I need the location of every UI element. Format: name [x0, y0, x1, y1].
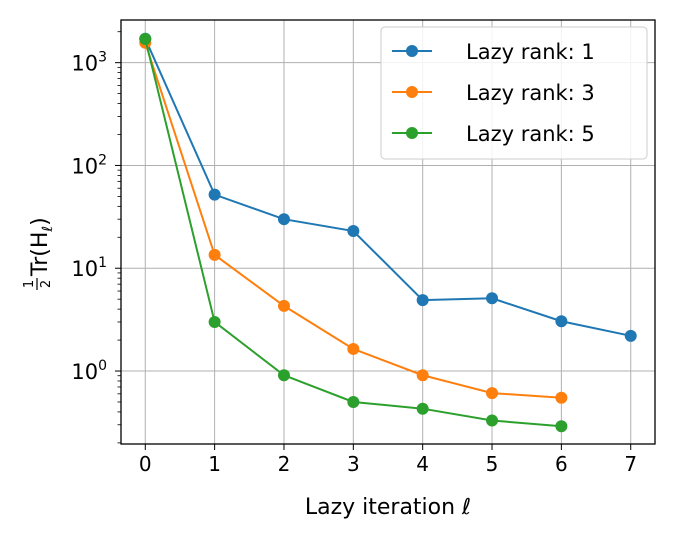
legend-label: Lazy rank: 1 [466, 40, 595, 64]
data-point [277, 299, 290, 312]
legend-marker [406, 127, 418, 139]
y-tick-label: 100 [71, 358, 107, 384]
y-axis-label: 1 2 Tr(Hℓ) [22, 217, 56, 290]
x-tick-label: 7 [624, 452, 637, 476]
y-label-fraction-num: 1 [22, 280, 37, 288]
series-line [144, 38, 631, 337]
y-tick-label: 102 [71, 152, 107, 178]
data-point [208, 315, 221, 328]
data-point [555, 391, 568, 404]
y-tick-label: 103 [71, 50, 107, 76]
data-point [416, 402, 429, 415]
x-tick-label: 5 [486, 452, 499, 476]
data-point [624, 329, 637, 342]
series-2 [139, 36, 568, 404]
series-1 [139, 32, 637, 342]
legend-box [380, 26, 648, 160]
data-point [208, 248, 221, 261]
x-tick-label: 2 [278, 452, 291, 476]
data-point [416, 294, 429, 307]
axis-ticks: 0 1 2 3 4 5 6 7 100 101 102 103 [71, 31, 637, 476]
series-3 [139, 32, 568, 433]
y-tick-label: 101 [71, 255, 107, 281]
x-axis-label: Lazy iteration ℓ [305, 495, 471, 520]
y-label-main: Tr(Hℓ) [28, 217, 56, 277]
data-point [555, 420, 568, 433]
data-point [347, 395, 360, 408]
x-tick-label: 1 [208, 452, 221, 476]
data-point [277, 213, 290, 226]
legend-marker [406, 86, 418, 98]
plot-frame [120, 19, 656, 445]
x-tick-label: 6 [555, 452, 568, 476]
legend-marker [406, 45, 418, 57]
data-point [555, 315, 568, 328]
data-point [486, 292, 499, 305]
data-point [277, 369, 290, 382]
legend-label: Lazy rank: 3 [466, 81, 595, 105]
x-tick-label: 4 [416, 452, 429, 476]
legend-label: Lazy rank: 5 [466, 122, 595, 146]
data-point [486, 387, 499, 400]
x-tick-label: 0 [139, 452, 152, 476]
series-lines [139, 32, 637, 433]
data-point [208, 188, 221, 201]
legend: Lazy rank: 1 Lazy rank: 3 Lazy rank: 5 [380, 26, 648, 160]
data-point [416, 369, 429, 382]
x-tick-label: 3 [347, 452, 360, 476]
data-point [486, 414, 499, 427]
data-point [347, 225, 360, 238]
data-point [347, 342, 360, 355]
y-label-fraction-den: 2 [39, 280, 54, 288]
data-point [139, 32, 152, 45]
